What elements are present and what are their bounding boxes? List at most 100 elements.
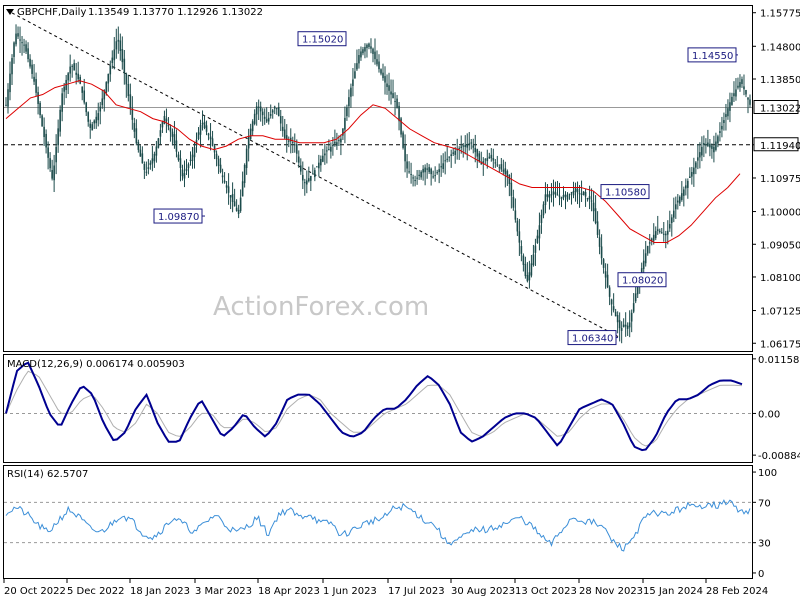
candle-body [664,233,667,236]
candle-body [370,46,372,49]
annotation-box [297,31,347,47]
candle-body [207,133,210,136]
candle-body [476,149,479,157]
candle-body [472,145,475,148]
candle-body [482,161,485,163]
price-layer: 1.15020 1.09870 1.14550 1.10580 1.08020 1.063… [4,12,752,346]
candle-body [681,193,683,200]
candle-body [85,102,88,113]
candle-body [119,40,122,51]
candle-body [324,153,326,156]
candle-body [418,174,420,176]
candle-body [480,162,483,165]
candle-body [185,168,188,172]
macd-tick-label: 0.011582 [758,355,800,366]
candle-body [516,220,519,232]
chart-ohlc: 1.13549 1.13770 1.12926 1.13022 [88,7,263,18]
candle-body [15,33,17,45]
candle-body [510,182,513,196]
candle-body [630,312,633,322]
candle-body [488,156,491,159]
candle-body [556,194,559,196]
candle-body [179,158,182,169]
candle-body [310,175,312,181]
dropdown-triangle-icon[interactable] [6,9,14,15]
candle-body [235,207,238,211]
candle-body [103,90,106,100]
candle-body [241,181,244,197]
candle-body [470,142,473,144]
rsi-tick-label: 100 [758,468,777,479]
candle-body [424,167,426,173]
candle-body [546,194,549,197]
candle-body [540,214,543,224]
candle-body [231,194,234,202]
candle-body [269,114,272,116]
price-tick-label: 1.06175 [760,339,800,350]
candle-body [336,142,338,146]
candle-body [679,196,681,204]
candle-body [614,311,617,317]
candle-body [293,144,296,146]
candle-body [123,58,126,74]
candle-body [342,128,344,136]
candle-body [380,69,382,74]
candle-body [628,322,631,328]
annotation-label: 1.15020 [302,35,343,46]
rsi-line [5,499,751,552]
candle-body [552,191,555,195]
candle-body [332,145,334,147]
candle-body [115,41,118,50]
candle-body [13,42,15,57]
candle-body [197,132,200,140]
candle-body [67,73,69,81]
macd-signal-line [5,370,743,447]
candle-body [346,107,348,117]
price-tick-label: 1.13850 [760,75,800,86]
candle-body [95,116,98,124]
candle-body [35,79,37,93]
date-tick-label: 1 Jun 2023 [323,586,377,597]
candle-body [721,125,723,130]
candle-body [604,271,607,278]
candle-body [490,154,493,159]
rsi-panel-frame [3,465,753,579]
candle-body [340,138,342,143]
candle-body [247,136,250,149]
candle-body [446,158,448,160]
candle-body [406,161,408,169]
candle-body [301,174,304,181]
candle-body [326,150,328,152]
candle-body [526,275,529,282]
watermark: ActionForex.com [213,292,429,322]
candle-body [163,115,166,124]
candle-body [289,137,292,142]
candle-body [243,164,246,184]
candle-body [484,159,487,161]
candle-body [709,143,711,148]
candle-body [648,242,651,244]
candle-body [165,118,168,122]
candle-body [189,159,192,162]
candle-body [428,167,430,172]
candle-body [191,154,194,161]
rsi-layer [4,499,752,552]
candle-body [474,147,477,153]
candle-body [564,194,567,197]
annotation-label: 1.10580 [605,188,646,199]
candle-body [596,221,599,235]
candle-body [699,152,701,158]
candle-body [129,94,132,108]
candle-body [404,145,406,162]
candle-body [81,86,84,93]
candle-body [506,171,509,177]
annotation-box [600,184,650,200]
candle-body [53,165,55,181]
candle-body [227,186,230,193]
candle-body [153,153,156,162]
candle-body [492,158,495,161]
candle-body [548,194,551,198]
candle-body [201,123,204,125]
candle-body [253,113,256,124]
candle-body [658,230,661,233]
